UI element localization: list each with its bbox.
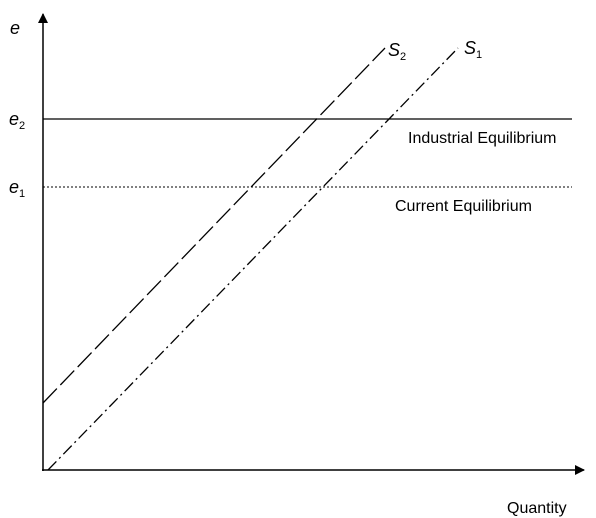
symbol: S [464,38,476,58]
symbol: e [9,109,19,129]
symbol: e [9,177,19,197]
subscript: 2 [400,51,406,63]
level-label: Current Equilibrium [395,198,532,215]
supply-curve-s2 [42,47,386,404]
subscript: 1 [476,49,482,61]
level-symbol: e2 [9,109,25,132]
level-symbol: e1 [9,177,25,200]
curve-symbol: S1 [464,38,482,61]
x-axis-label: Quantity [507,500,567,517]
supply-curve-s1 [47,47,459,471]
level-label: Industrial Equilibrium [408,130,557,147]
y-axis-label: e [10,18,20,38]
curve-symbol: S2 [388,40,406,63]
subscript: 1 [19,188,25,200]
subscript: 2 [19,120,25,132]
symbol: S [388,40,400,60]
